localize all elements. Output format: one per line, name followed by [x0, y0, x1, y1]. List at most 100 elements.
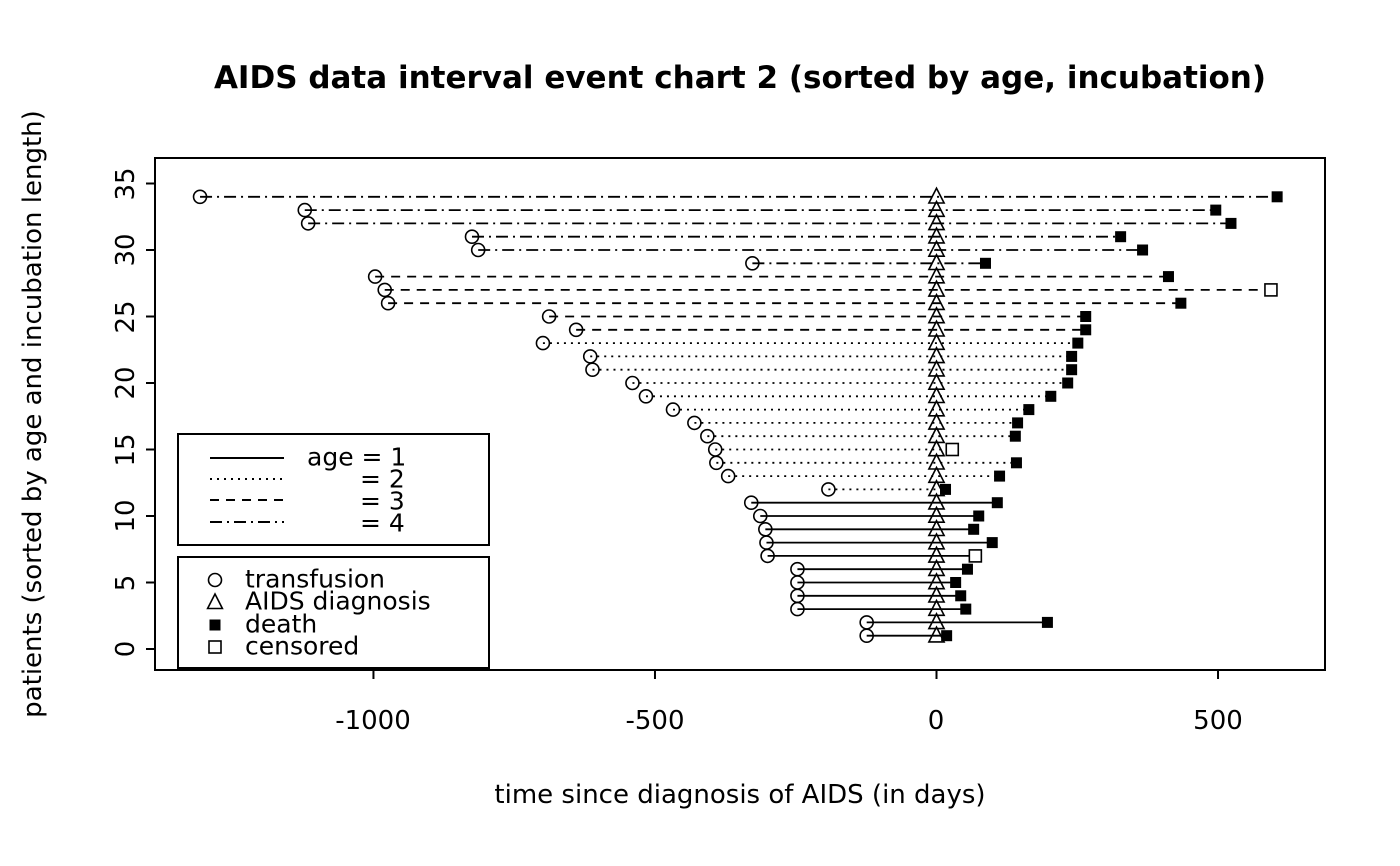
- x-axis-label: time since diagnosis of AIDS (in days): [494, 780, 986, 810]
- diagnosis-marker: [927, 612, 946, 630]
- death-marker: [1009, 430, 1021, 442]
- age-legend-label: = 4: [360, 508, 405, 538]
- y-tick-label: 25: [111, 299, 141, 334]
- diagnosis-marker: [927, 518, 946, 537]
- aids-diagnosis-triangle-icon: [206, 592, 224, 610]
- transfusion-marker: [638, 388, 654, 404]
- diagnosis-marker: [927, 505, 946, 524]
- diagnosis-marker: [927, 279, 946, 297]
- transfusion-marker: [470, 242, 486, 258]
- diagnosis-marker: [927, 439, 946, 457]
- chart-title: AIDS data interval event chart 2 (sorted…: [213, 60, 1267, 96]
- death-marker: [986, 537, 998, 549]
- diagnosis-marker: [927, 226, 946, 244]
- y-tick-label: 5: [111, 574, 141, 591]
- death-marker: [1041, 616, 1053, 628]
- transfusion-marker: [745, 255, 760, 271]
- diagnosis-marker: [927, 492, 946, 510]
- transfusion-marker: [535, 335, 551, 351]
- transfusion-marker: [752, 508, 768, 524]
- diagnosis-marker: [927, 412, 946, 430]
- diagnosis-marker: [927, 359, 946, 377]
- event-legend-box: transfusion AIDS diagnosis death censore…: [177, 556, 490, 669]
- event-legend-label: AIDS diagnosis: [245, 586, 431, 616]
- death-marker: [973, 510, 985, 522]
- death-marker: [994, 470, 1006, 482]
- transfusion-marker: [541, 309, 557, 324]
- age-legend-label: = 3: [360, 486, 405, 516]
- death-marker: [1066, 364, 1078, 376]
- transfusion-marker: [300, 216, 316, 231]
- transfusion-marker: [743, 495, 759, 511]
- diagnosis-marker: [927, 545, 946, 563]
- death-marker: [1175, 297, 1187, 309]
- diagnosis-marker: [927, 385, 946, 404]
- transfusion-marker: [464, 229, 480, 244]
- diagnosis-marker: [927, 598, 946, 617]
- death-marker: [1225, 217, 1237, 229]
- death-marker: [1080, 324, 1092, 336]
- transfusion-marker: [720, 468, 736, 484]
- diagnosis-marker: [927, 332, 946, 351]
- transfusion-marker: [582, 349, 598, 364]
- diagnosis-marker: [927, 186, 946, 204]
- event-legend-label: censored: [245, 631, 360, 661]
- death-marker: [1271, 191, 1283, 203]
- transfusion-marker: [707, 442, 723, 457]
- dashed-line-sample: [210, 499, 284, 501]
- x-tick-label: -500: [625, 706, 685, 736]
- diagnosis-marker: [927, 252, 946, 271]
- death-marker: [1066, 350, 1078, 362]
- diagnosis-marker: [927, 319, 946, 337]
- diagnosis-marker: [927, 213, 946, 231]
- diagnosis-marker: [927, 199, 946, 218]
- transfusion-marker: [665, 402, 681, 417]
- death-marker: [1023, 404, 1035, 416]
- diagnosis-marker: [927, 266, 946, 284]
- death-marker: [961, 563, 973, 575]
- death-marker: [1080, 311, 1092, 322]
- transfusion-marker: [377, 282, 393, 298]
- death-marker: [960, 603, 972, 615]
- censored-marker: [945, 442, 960, 457]
- death-marker: [1010, 457, 1022, 469]
- transfusion-marker: [192, 189, 208, 205]
- death-marker: [941, 630, 953, 642]
- transfusion-marker: [380, 295, 396, 311]
- diagnosis-marker: [927, 372, 946, 391]
- y-tick-label: 10: [111, 499, 141, 533]
- age-legend-box: age = 1 = 2 = 3 = 4: [177, 433, 490, 546]
- transfusion-circle-icon: [207, 572, 223, 588]
- death-marker: [940, 483, 952, 495]
- y-tick-label: 0: [111, 640, 141, 658]
- death-marker: [1137, 244, 1149, 256]
- diagnosis-marker: [927, 625, 946, 643]
- diagnosis-marker: [927, 452, 946, 470]
- event-legend-label: death: [245, 609, 318, 639]
- transfusion-marker: [367, 269, 383, 284]
- y-tick-label: 30: [111, 233, 141, 267]
- transfusion-marker: [700, 428, 715, 444]
- death-marker: [950, 577, 962, 588]
- diagnosis-marker: [927, 558, 946, 577]
- death-marker: [968, 523, 980, 535]
- diagnosis-marker: [927, 465, 946, 484]
- transfusion-marker: [758, 521, 773, 537]
- death-marker: [1115, 231, 1127, 243]
- diagnosis-marker: [927, 572, 946, 590]
- transfusion-marker: [568, 322, 584, 338]
- death-marker: [955, 590, 967, 602]
- diagnosis-marker: [927, 532, 946, 550]
- censored-marker: [1264, 283, 1278, 297]
- diagnosis-marker: [927, 399, 946, 417]
- death-marker: [1062, 377, 1074, 389]
- y-tick-label: 20: [111, 366, 141, 400]
- transfusion-marker: [821, 482, 836, 497]
- age-legend-label: age = 1: [307, 442, 407, 472]
- diagnosis-marker: [927, 306, 946, 324]
- death-marker: [979, 257, 991, 269]
- transfusion-marker: [687, 415, 702, 431]
- death-filled-square-icon: [209, 619, 221, 631]
